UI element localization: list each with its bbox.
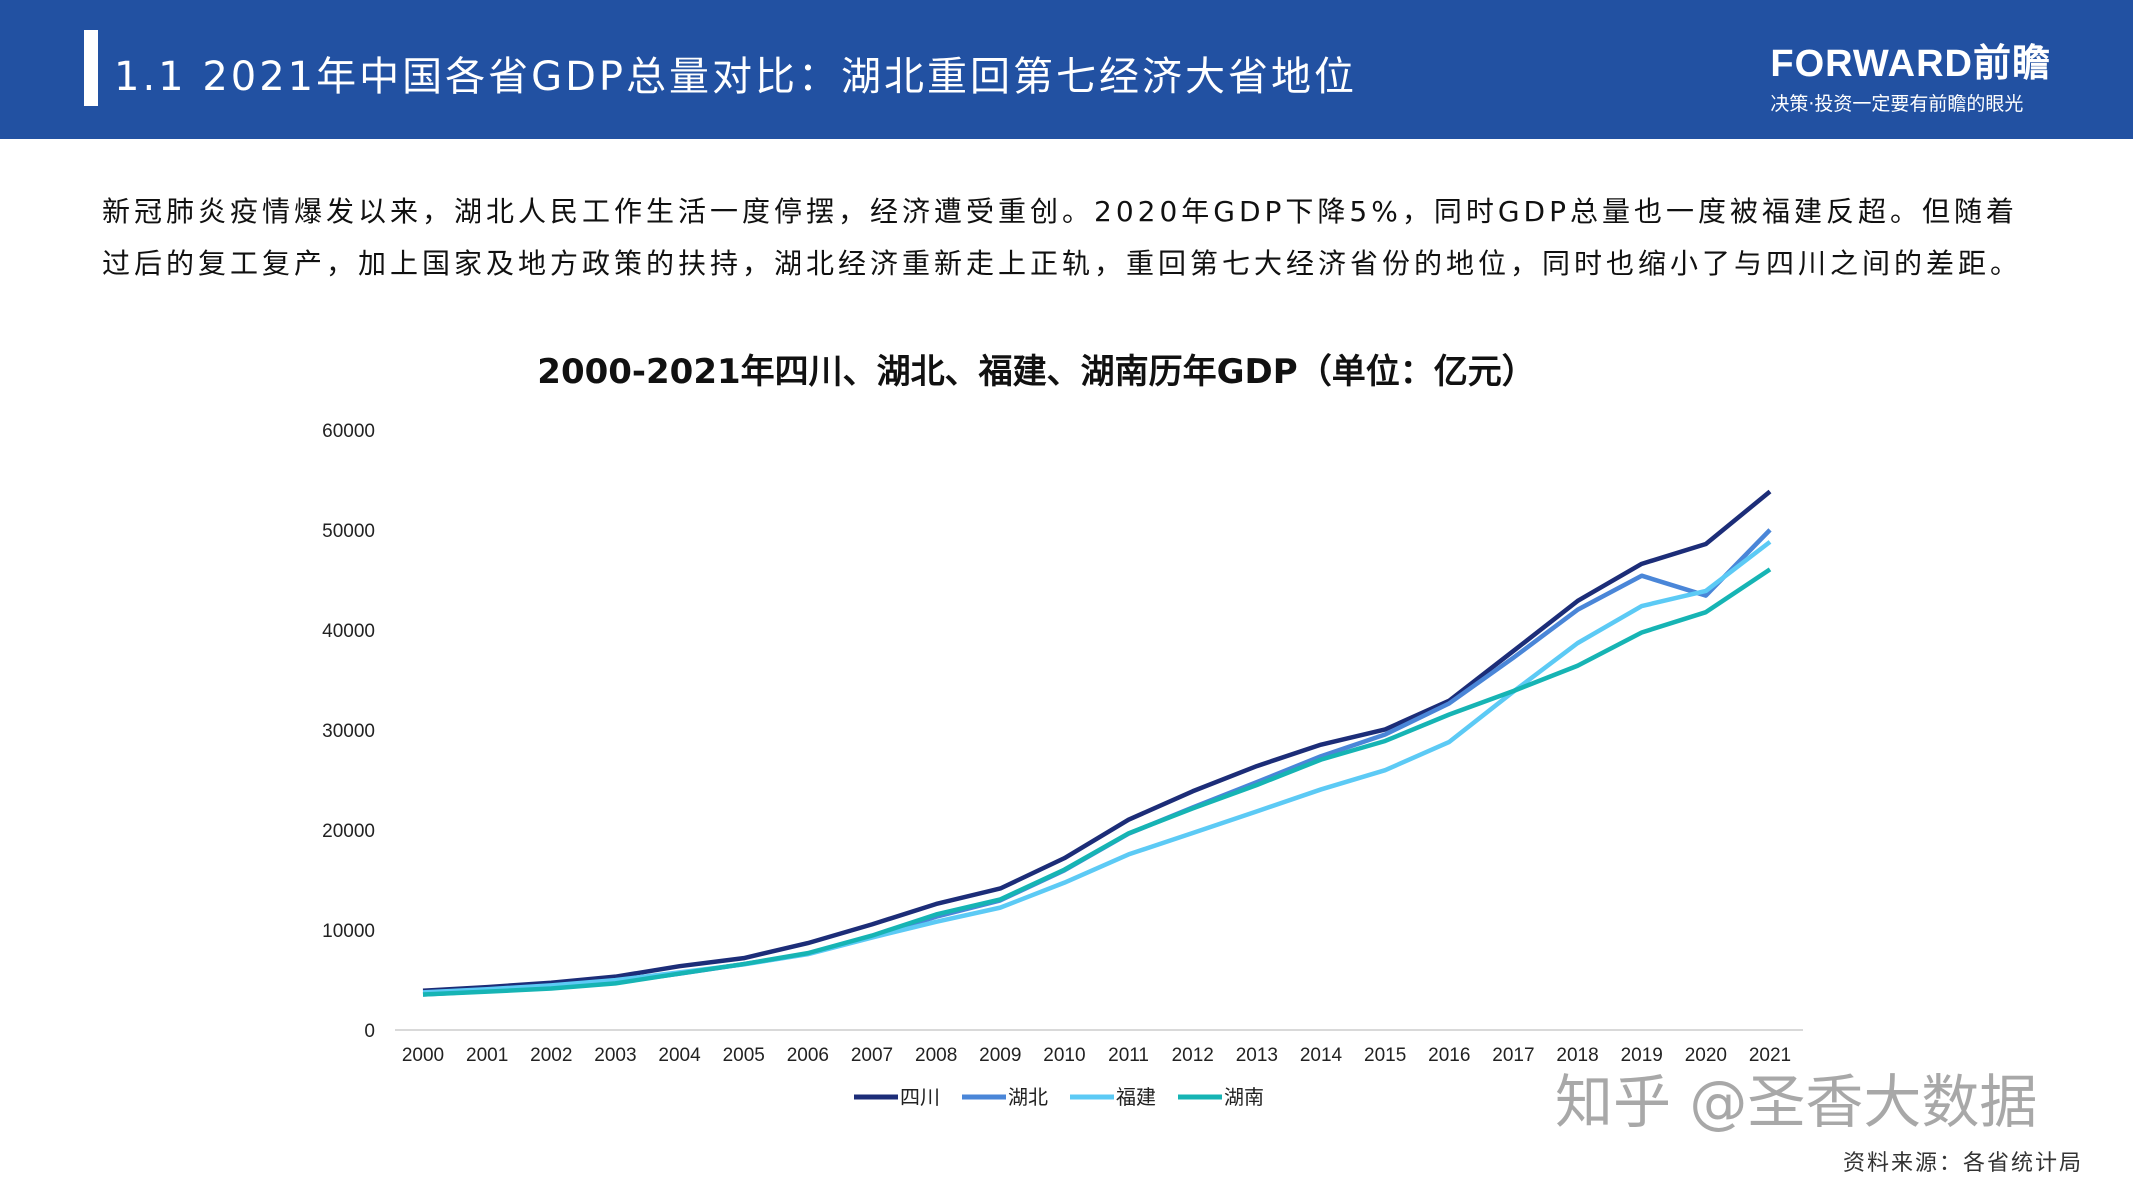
x-tick-label: 2004: [658, 1045, 701, 1066]
page-title: 1.1 2021年中国各省GDP总量对比：湖北重回第七经济大省地位: [114, 54, 1358, 100]
y-tick-label: 60000: [322, 421, 375, 442]
y-tick-label: 30000: [322, 721, 375, 742]
x-tick-label: 2007: [851, 1045, 893, 1066]
header-banner: 1.1 2021年中国各省GDP总量对比：湖北重回第七经济大省地位 FORWAR…: [0, 0, 2133, 139]
x-tick-label: 2000: [402, 1045, 444, 1066]
chart-title: 2000-2021年四川、湖北、福建、湖南历年GDP（单位：亿元）: [537, 352, 1536, 392]
legend-label: 四川: [900, 1085, 940, 1109]
x-tick-label: 2003: [594, 1045, 636, 1066]
x-tick-label: 2013: [1236, 1045, 1278, 1066]
y-tick-label: 20000: [322, 821, 375, 842]
x-tick-label: 2005: [723, 1045, 765, 1066]
x-tick-label: 2016: [1428, 1045, 1470, 1066]
x-tick-label: 2017: [1492, 1045, 1534, 1066]
zhihu-watermark: 知乎 @圣香大数据: [1555, 1068, 2038, 1136]
x-tick-label: 2014: [1300, 1045, 1343, 1066]
intro-paragraph: 新冠肺炎疫情爆发以来，湖北人民工作生活一度停摆，经济遭受重创。2020年GDP下…: [102, 195, 2023, 280]
logo-slogan: 决策·投资一定要有前瞻的眼光: [1770, 93, 2024, 115]
series-line-四川: [422, 489, 1772, 993]
title-accent-bar: [84, 30, 98, 106]
x-tick-label: 2001: [466, 1045, 508, 1066]
series-line-湖南: [422, 567, 1772, 997]
source-note: 资料来源：各省统计局: [1842, 1151, 2083, 1176]
legend-label: 湖南: [1224, 1085, 1264, 1109]
x-tick-label: 2002: [530, 1045, 572, 1066]
x-tick-label: 2011: [1108, 1045, 1149, 1066]
x-tick-label: 2009: [979, 1045, 1021, 1066]
y-tick-label: 40000: [322, 621, 375, 642]
forward-logo: FORWARD前瞻 决策·投资一定要有前瞻的眼光: [1770, 32, 2051, 116]
logo-brand: FORWARD前瞻: [1770, 43, 2051, 85]
x-tick-label: 2012: [1172, 1045, 1214, 1066]
legend-label: 湖北: [1008, 1085, 1048, 1109]
y-tick-label: 0: [364, 1021, 375, 1042]
y-tick-label: 50000: [322, 521, 375, 542]
x-tick-label: 2021: [1749, 1045, 1791, 1066]
x-tick-label: 2008: [915, 1045, 957, 1066]
x-tick-label: 2019: [1621, 1045, 1663, 1066]
x-tick-label: 2006: [787, 1045, 829, 1066]
x-tick-label: 2015: [1364, 1045, 1406, 1066]
series-line-湖北: [422, 528, 1772, 997]
x-tick-label: 2018: [1556, 1045, 1598, 1066]
y-tick-label: 10000: [322, 921, 375, 942]
legend-label: 福建: [1116, 1085, 1156, 1109]
x-tick-label: 2020: [1685, 1045, 1727, 1066]
x-tick-label: 2010: [1043, 1045, 1085, 1066]
